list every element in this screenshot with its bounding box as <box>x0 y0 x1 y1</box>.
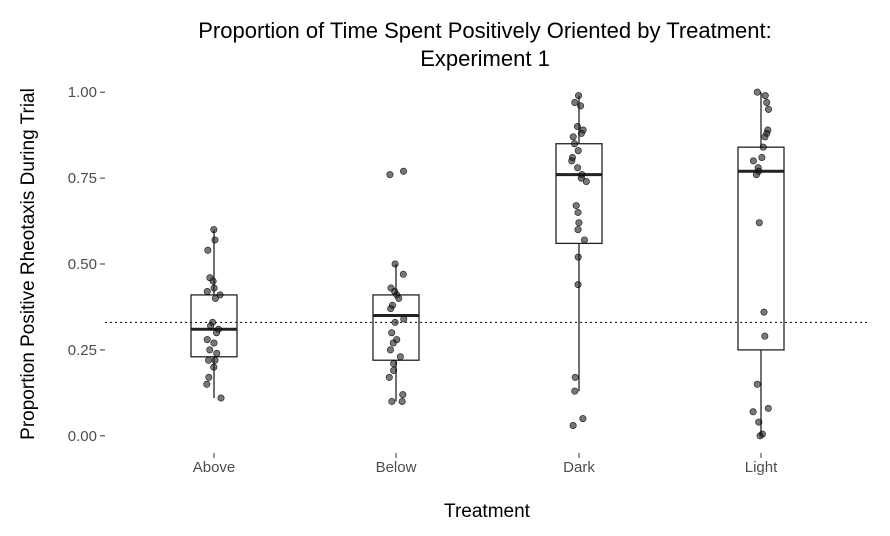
data-point <box>210 339 218 347</box>
y-axis-title: Proportion Positive Rheotaxis During Tri… <box>18 88 39 440</box>
box-light <box>737 146 785 351</box>
box-below <box>372 294 420 361</box>
data-point <box>572 202 580 210</box>
data-point <box>209 277 217 285</box>
data-point <box>764 105 772 113</box>
data-point <box>580 236 588 244</box>
data-point <box>385 373 393 381</box>
data-point <box>211 236 219 244</box>
data-point <box>574 226 582 234</box>
data-point <box>568 157 576 165</box>
data-point <box>579 415 587 423</box>
data-point <box>756 432 764 440</box>
data-point <box>574 281 582 289</box>
data-point <box>395 294 403 302</box>
data-point <box>758 153 766 161</box>
data-point <box>210 363 218 371</box>
data-point <box>204 246 212 254</box>
data-point <box>213 349 221 357</box>
data-point <box>389 339 397 347</box>
data-point <box>575 92 583 100</box>
chart-title-line-1: Proportion of Time Spent Positively Orie… <box>198 18 772 43</box>
data-point <box>399 270 407 278</box>
data-point <box>388 397 396 405</box>
data-point <box>571 98 579 106</box>
data-point <box>577 129 585 137</box>
data-point <box>763 98 771 106</box>
data-point <box>391 318 399 326</box>
data-point <box>753 380 761 388</box>
data-point <box>207 322 215 330</box>
data-point <box>749 408 757 416</box>
data-point <box>210 284 218 292</box>
data-point <box>400 167 408 175</box>
data-point <box>206 346 214 354</box>
data-point <box>761 332 769 340</box>
data-point <box>390 360 398 368</box>
data-point <box>216 291 224 299</box>
data-point <box>569 422 577 430</box>
data-point <box>211 294 219 302</box>
data-point <box>761 92 769 100</box>
data-point <box>203 380 211 388</box>
plot-area: 0.00 0.25 0.50 0.75 1.00 Above Below Dark Light <box>68 84 870 476</box>
data-point <box>390 367 398 375</box>
y-tick-label: 1.00 <box>68 84 97 101</box>
x-tick-label: Dark <box>563 459 595 476</box>
data-point <box>764 404 772 412</box>
data-point <box>213 329 221 337</box>
data-point <box>205 373 213 381</box>
data-point <box>386 346 394 354</box>
y-tick-label: 0.25 <box>68 342 97 359</box>
data-point <box>575 219 583 227</box>
x-tick-label: Above <box>193 459 236 476</box>
data-point <box>571 387 579 395</box>
data-point <box>387 305 395 313</box>
data-point <box>752 171 760 179</box>
data-point <box>203 336 211 344</box>
data-point <box>753 88 761 96</box>
data-point <box>577 174 585 182</box>
data-point <box>569 133 577 141</box>
data-point <box>759 143 767 151</box>
data-point <box>760 308 768 316</box>
data-point <box>400 315 408 323</box>
data-point <box>574 208 582 216</box>
x-axis-title: Treatment <box>444 501 531 522</box>
data-point <box>573 123 581 131</box>
data-point <box>755 219 763 227</box>
y-tick-label: 0.75 <box>68 170 97 187</box>
data-point <box>399 391 407 399</box>
y-tick-label: 0.00 <box>68 428 97 445</box>
data-point <box>755 418 763 426</box>
data-point <box>210 226 218 234</box>
data-point <box>217 394 225 402</box>
x-tick-label: Light <box>745 459 778 476</box>
data-point <box>571 140 579 148</box>
data-point <box>761 133 769 141</box>
data-point <box>205 356 213 364</box>
data-point <box>203 287 211 295</box>
data-point <box>749 157 757 165</box>
data-point <box>388 329 396 337</box>
data-point <box>391 260 399 268</box>
data-point <box>396 353 404 361</box>
data-point <box>577 102 585 110</box>
data-point <box>211 356 219 364</box>
chart-title-line-2: Experiment 1 <box>420 46 550 71</box>
data-point <box>386 171 394 179</box>
y-tick-label: 0.50 <box>68 256 97 273</box>
data-point <box>574 147 582 155</box>
data-point <box>582 178 590 186</box>
data-point <box>571 373 579 381</box>
data-point <box>574 253 582 261</box>
data-point <box>398 397 406 405</box>
x-tick-label: Below <box>376 459 417 476</box>
data-point <box>574 164 582 172</box>
